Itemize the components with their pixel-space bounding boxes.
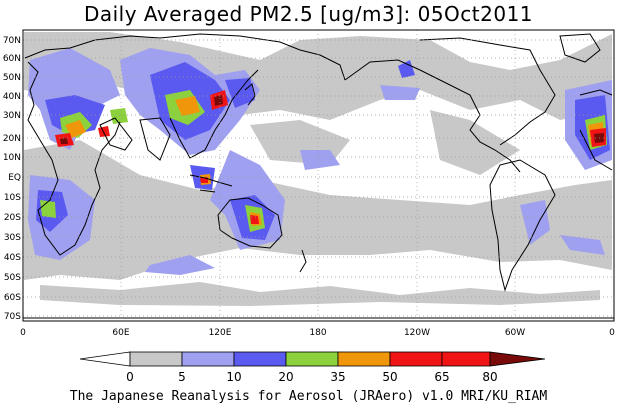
colorbar-label: 80 (482, 370, 497, 384)
lat-label: 40S (4, 253, 21, 263)
lon-label: 60E (112, 328, 129, 338)
colorbar-label: 20 (278, 370, 293, 384)
longitude-labels: 0 60E 120E 180 120W 60W 0 (20, 328, 615, 338)
lon-label: 0 (609, 328, 615, 338)
lon-label: 0 (20, 328, 26, 338)
colorbar-labels: 0 5 10 20 35 50 65 80 (126, 370, 497, 384)
colorbar-label: 50 (382, 370, 397, 384)
lon-label: 60W (505, 328, 525, 338)
lat-label: 60S (4, 293, 21, 303)
graticule (23, 30, 614, 321)
colorbar-label: 0 (126, 370, 134, 384)
lat-label: 10S (4, 193, 21, 203)
lon-label: 120E (209, 328, 232, 338)
lat-label: 50S (4, 273, 21, 283)
colorbar-label: 10 (226, 370, 241, 384)
map-frame (22, 29, 615, 322)
colorbar-segment (181, 351, 235, 367)
lon-label: 120W (404, 328, 430, 338)
lon-label: 180 (309, 328, 326, 338)
colorbar-segment (489, 351, 546, 367)
colorbar-segment (285, 351, 339, 367)
coastlines (23, 33, 614, 319)
lat-label: EQ (8, 173, 21, 183)
colorbar: 0 5 10 20 35 50 65 80 (79, 351, 546, 384)
colorbar-segment (129, 351, 183, 367)
lat-label: 40N (3, 92, 21, 102)
footer-credit: The Japanese Reanalysis for Aerosol (JRA… (69, 389, 548, 404)
lat-label: 50N (3, 73, 21, 83)
lat-label: 20N (3, 134, 21, 144)
lat-label: 30N (3, 111, 21, 121)
map-title: Daily Averaged PM2.5 [ug/m3]: 05Oct2011 (83, 2, 534, 26)
lat-label: 10N (3, 153, 21, 163)
latitude-labels: 70N 60N 50N 40N 30N 20N 10N EQ 10S 20S 3… (3, 36, 21, 322)
pm25-shading (24, 32, 612, 306)
lat-label: 30S (4, 233, 21, 243)
colorbar-label: 65 (434, 370, 449, 384)
lat-label: 60N (3, 54, 21, 64)
colorbar-segment (337, 351, 391, 367)
colorbar-label: 35 (330, 370, 345, 384)
colorbar-label: 5 (178, 370, 186, 384)
lat-label: 70N (3, 36, 21, 46)
colorbar-segment (389, 351, 443, 367)
colorbar-segment (441, 351, 491, 367)
lat-label: 70S (4, 312, 21, 322)
colorbar-segment (79, 351, 131, 367)
colorbar-segment (233, 351, 287, 367)
lat-label: 20S (4, 213, 21, 223)
